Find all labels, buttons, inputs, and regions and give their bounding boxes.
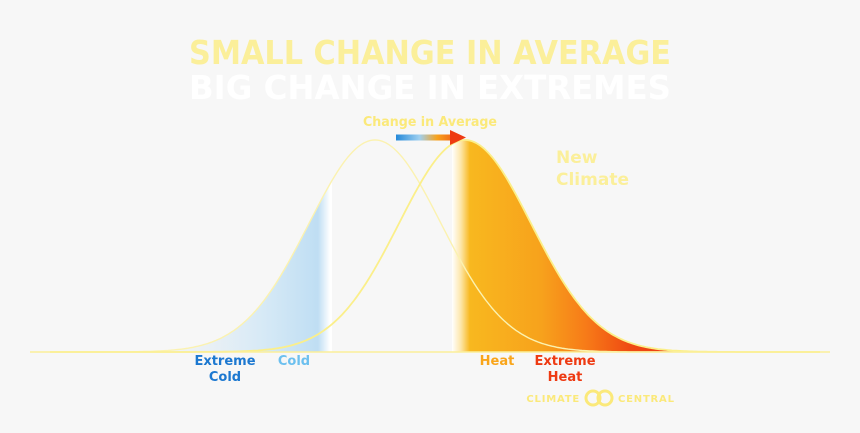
new-climate-label-line-2: Climate [556, 170, 629, 190]
title-line-1: SMALL CHANGE IN AVERAGE [189, 33, 671, 72]
extreme-cold-label-line-2: Cold [209, 370, 241, 385]
heat-label: Heat [480, 354, 515, 369]
logo-left-word: CLIMATE [526, 394, 580, 405]
change-in-average-label: Change in Average [363, 115, 497, 130]
climate-central-logo-icon [584, 389, 614, 407]
heat-region-fill [452, 140, 692, 352]
old-climate-curve [50, 139, 820, 353]
title-line-2: BIG CHANGE IN EXTREMES [189, 68, 671, 107]
new-climate-curve [50, 139, 820, 353]
climate-central-logo: CLIMATE CENTRAL [526, 389, 675, 407]
new-climate-label-line-1: New [556, 148, 598, 168]
logo-right-word: CENTRAL [618, 394, 675, 405]
extreme-cold-label-line-1: Extreme [194, 354, 255, 369]
extreme-heat-label-line-2: Heat [548, 370, 583, 385]
extreme-heat-label-line-1: Extreme [534, 354, 595, 369]
cold-region-fill [170, 180, 332, 352]
arrow-right-icon [396, 130, 466, 145]
cold-label: Cold [278, 354, 310, 369]
